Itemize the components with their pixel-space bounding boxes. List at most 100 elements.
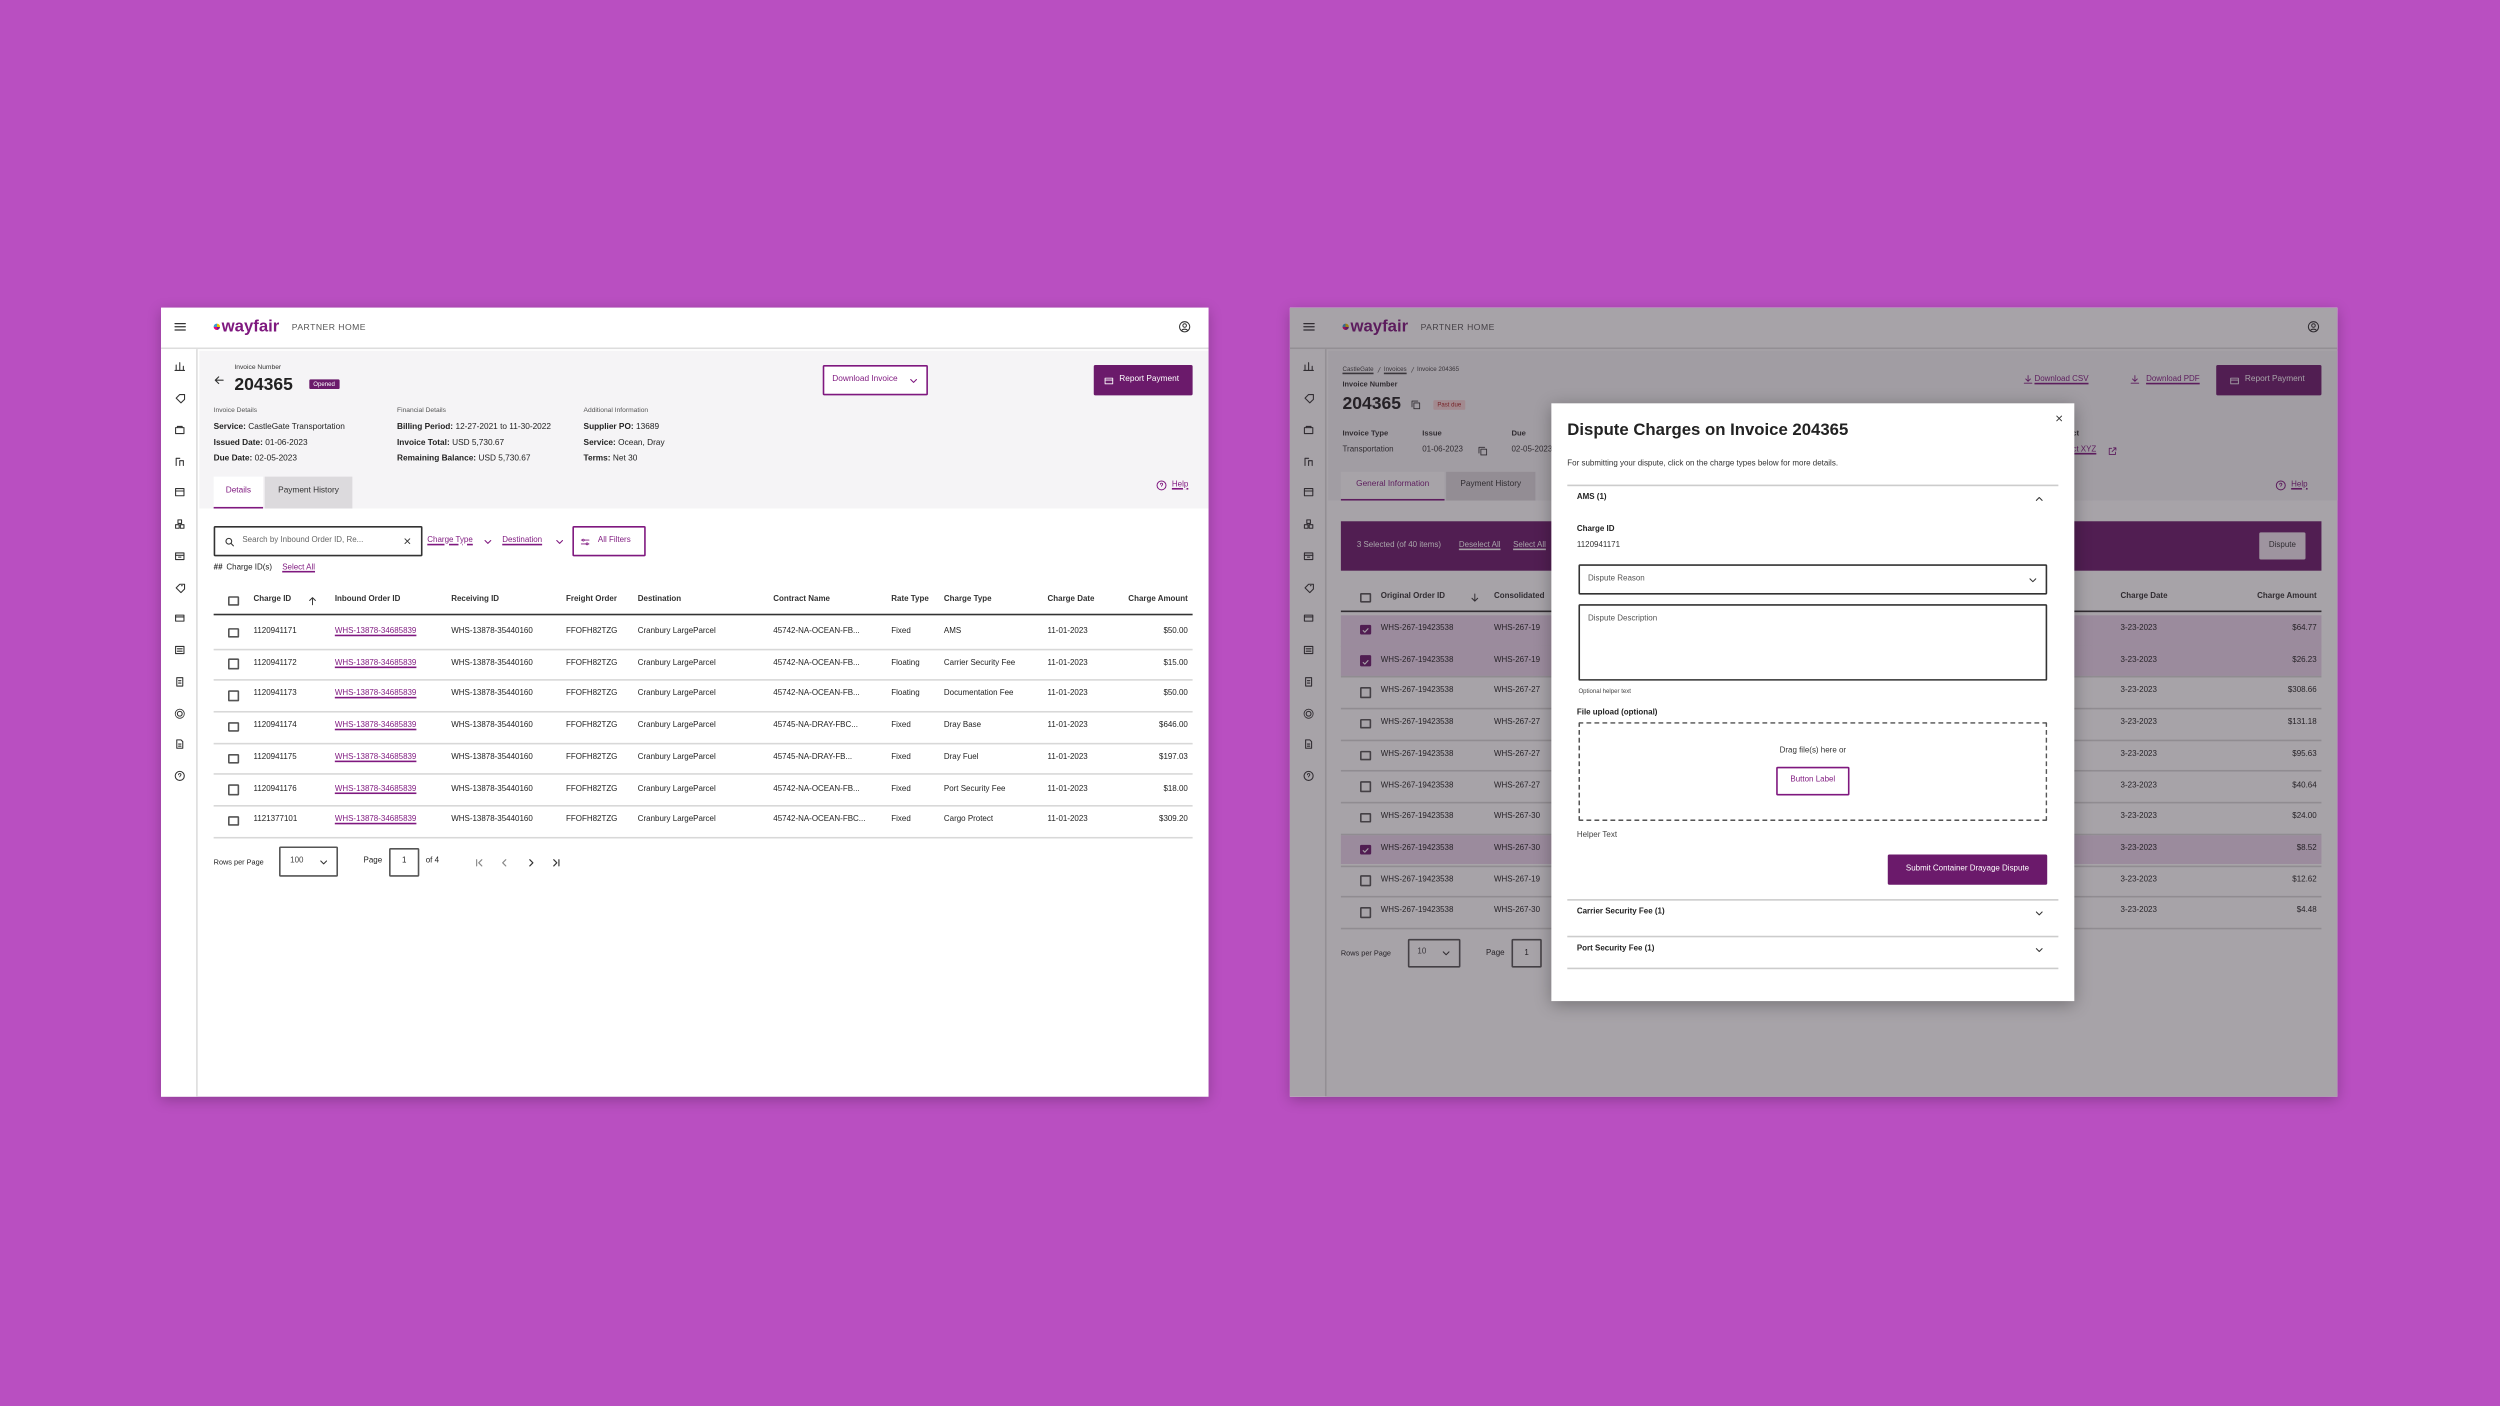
checkbox[interactable] bbox=[227, 690, 239, 701]
nav-icon[interactable] bbox=[174, 676, 186, 688]
nav-icon[interactable] bbox=[1303, 738, 1315, 750]
filter-dropdown[interactable]: Charge Type bbox=[427, 535, 473, 545]
checkbox[interactable] bbox=[1360, 907, 1371, 918]
order-link[interactable]: WHS-13878-34685839 bbox=[334, 720, 417, 731]
nav-icon[interactable] bbox=[174, 612, 186, 624]
checkbox[interactable] bbox=[1360, 781, 1371, 792]
pager-button[interactable] bbox=[499, 858, 509, 868]
nav-icon[interactable] bbox=[1303, 770, 1315, 782]
accordion-title[interactable]: Port Security Fee (1) bbox=[1576, 943, 1655, 954]
sort-icon[interactable] bbox=[308, 596, 318, 606]
nav-icon[interactable] bbox=[174, 360, 186, 372]
nav-icon[interactable] bbox=[1303, 392, 1315, 404]
checkbox[interactable] bbox=[227, 753, 239, 764]
nav-icon[interactable] bbox=[1303, 708, 1315, 720]
checkbox[interactable] bbox=[1360, 844, 1371, 855]
field-value[interactable]: ect XYZ bbox=[2067, 444, 2097, 454]
nav-icon[interactable] bbox=[1303, 644, 1315, 656]
checkbox[interactable] bbox=[227, 816, 239, 827]
nav-icon[interactable] bbox=[1303, 518, 1315, 530]
dispute-button[interactable] bbox=[2259, 532, 2306, 560]
accordion-title[interactable]: Carrier Security Fee (1) bbox=[1576, 907, 1665, 917]
profile-icon[interactable] bbox=[2307, 320, 2320, 333]
checkbox[interactable] bbox=[1360, 812, 1371, 824]
pager-button[interactable] bbox=[474, 858, 484, 868]
nav-icon[interactable] bbox=[174, 550, 186, 562]
nav-icon[interactable] bbox=[1303, 424, 1315, 436]
checkbox[interactable] bbox=[227, 721, 239, 733]
copy-icon[interactable] bbox=[1411, 399, 1421, 409]
nav-icon[interactable] bbox=[174, 486, 186, 498]
checkbox[interactable] bbox=[1360, 624, 1371, 635]
order-link[interactable]: WHS-13878-34685839 bbox=[334, 689, 417, 700]
profile-icon[interactable] bbox=[1178, 320, 1191, 333]
nav-icon[interactable] bbox=[1303, 360, 1315, 372]
tab[interactable] bbox=[264, 476, 353, 509]
checkbox[interactable] bbox=[1360, 875, 1371, 887]
nav-icon[interactable] bbox=[1303, 612, 1315, 624]
nav-icon[interactable] bbox=[1303, 550, 1315, 562]
nav-icon[interactable] bbox=[174, 582, 186, 594]
checkbox[interactable] bbox=[1360, 718, 1371, 730]
tab-active[interactable] bbox=[1340, 471, 1445, 501]
order-link[interactable]: WHS-13878-34685839 bbox=[334, 658, 417, 668]
accordion-chevron[interactable] bbox=[2034, 494, 2044, 504]
help-link[interactable]: Help bbox=[1171, 479, 1189, 489]
checkbox[interactable] bbox=[227, 784, 239, 796]
download-link[interactable]: Download PDF bbox=[2146, 374, 2200, 384]
checkbox[interactable] bbox=[227, 659, 239, 670]
report-payment-button[interactable] bbox=[1093, 365, 1193, 396]
nav-icon[interactable] bbox=[1303, 456, 1315, 468]
upload-button[interactable] bbox=[1776, 766, 1850, 796]
tab-active[interactable] bbox=[213, 476, 264, 509]
nav-icon[interactable] bbox=[174, 738, 186, 750]
download-link[interactable]: Download CSV bbox=[2034, 374, 2089, 384]
submit-button[interactable] bbox=[1887, 854, 2048, 885]
description-textarea[interactable] bbox=[1578, 604, 2048, 681]
nav-icon[interactable] bbox=[174, 424, 186, 436]
download-button[interactable] bbox=[822, 365, 928, 396]
order-link[interactable]: WHS-13878-34685839 bbox=[334, 752, 417, 762]
accordion-chevron[interactable] bbox=[2034, 945, 2044, 955]
copy-icon[interactable] bbox=[1478, 446, 1488, 456]
page-input[interactable] bbox=[389, 848, 420, 876]
nav-icon[interactable] bbox=[174, 456, 186, 468]
pager-button[interactable] bbox=[526, 858, 536, 868]
rows-select[interactable] bbox=[1407, 938, 1461, 968]
page-input[interactable] bbox=[1511, 938, 1542, 968]
report-payment-button[interactable] bbox=[2216, 365, 2322, 396]
nav-icon[interactable] bbox=[1303, 582, 1315, 594]
pager-button[interactable] bbox=[552, 858, 562, 868]
reason-select[interactable] bbox=[1578, 564, 2048, 595]
checkbox[interactable] bbox=[227, 595, 239, 607]
checkbox[interactable] bbox=[1360, 655, 1371, 667]
nav-icon[interactable] bbox=[1303, 676, 1315, 688]
help-link[interactable]: Help bbox=[2291, 479, 2308, 489]
checkbox[interactable] bbox=[1360, 750, 1371, 761]
nav-icon[interactable] bbox=[1303, 486, 1315, 498]
breadcrumb[interactable]: CastleGate bbox=[1342, 364, 1374, 373]
rows-select[interactable] bbox=[279, 846, 339, 877]
breadcrumb[interactable]: Invoices bbox=[1383, 364, 1407, 373]
select-all-link[interactable]: Select All bbox=[1513, 540, 1546, 551]
tab[interactable] bbox=[1446, 471, 1536, 501]
checkbox[interactable] bbox=[227, 627, 239, 639]
close-button[interactable] bbox=[2055, 414, 2063, 422]
select-all-link[interactable]: Select All bbox=[282, 562, 316, 572]
upload-dropzone[interactable] bbox=[1578, 722, 2048, 821]
order-link[interactable]: WHS-13878-34685839 bbox=[334, 626, 417, 637]
back-arrow[interactable] bbox=[214, 375, 225, 386]
menu-icon[interactable] bbox=[1303, 320, 1316, 333]
nav-icon[interactable] bbox=[174, 708, 186, 720]
sort-icon[interactable] bbox=[1470, 593, 1480, 603]
all-filters-button[interactable] bbox=[572, 526, 646, 557]
menu-icon[interactable] bbox=[174, 320, 187, 333]
order-link[interactable]: WHS-13878-34685839 bbox=[334, 783, 417, 794]
nav-icon[interactable] bbox=[174, 518, 186, 530]
nav-icon[interactable] bbox=[174, 392, 186, 404]
deselect-link[interactable]: Deselect All bbox=[1458, 540, 1501, 551]
accordion-title[interactable]: AMS (1) bbox=[1576, 492, 1607, 503]
checkbox[interactable] bbox=[1360, 687, 1371, 698]
accordion-chevron[interactable] bbox=[2034, 909, 2044, 919]
search-box[interactable] bbox=[213, 526, 423, 557]
